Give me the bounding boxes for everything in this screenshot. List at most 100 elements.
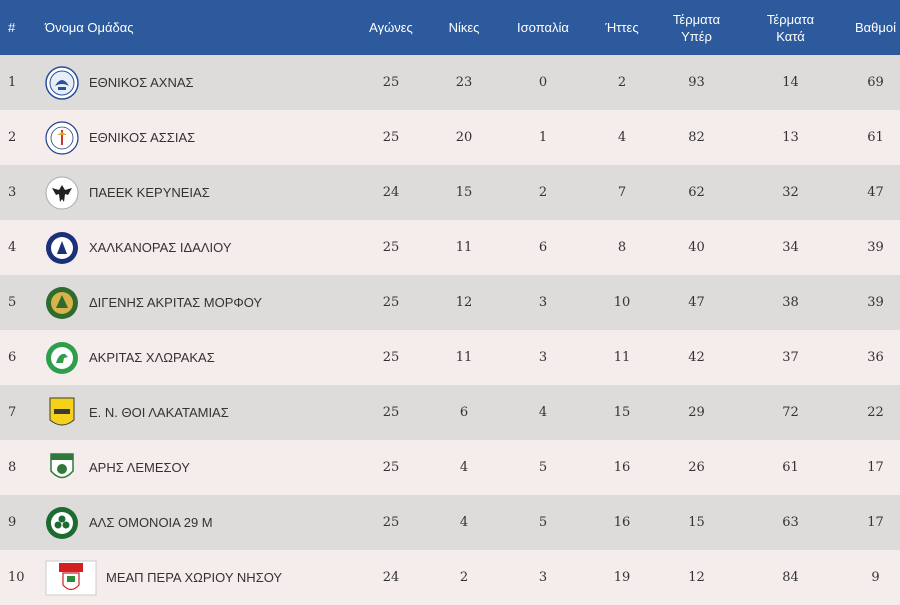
played-cell: 25 (382, 405, 400, 420)
goals-against-cell: 61 (782, 460, 799, 475)
header-goals-against-line2: Κατά (776, 28, 805, 44)
played-cell: 25 (382, 350, 400, 365)
table-row: 8 ΑΡΗΣ ΛΕΜΕΣΟΥ 25 4 5 16 26 61 17 (0, 440, 900, 495)
draws-cell: 0 (538, 75, 548, 90)
team-link[interactable]: ΠΑΕΕΚ ΚΕΡΥΝΕΙΑΣ (41, 165, 359, 220)
goals-for-cell: 93 (688, 75, 705, 90)
team-name: ΕΘΝΙΚΟΣ ΑΣΣΙΑΣ (89, 130, 196, 145)
header-losses[interactable]: Ήττες (605, 20, 639, 35)
omonia-29m-logo-icon (44, 505, 80, 541)
team-name: ΠΑΕΕΚ ΚΕΡΥΝΕΙΑΣ (89, 185, 210, 200)
team-link[interactable]: ΑΛΣ ΟΜΟΝΟΙΑ 29 Μ (41, 495, 359, 550)
losses-cell: 4 (617, 130, 627, 145)
wins-cell: 11 (455, 350, 473, 365)
losses-cell: 16 (613, 460, 631, 475)
meap-logo-icon (44, 560, 98, 596)
losses-cell: 11 (613, 350, 631, 365)
losses-cell: 10 (613, 295, 631, 310)
position-cell: 1 (8, 75, 17, 90)
ethnikos-achnas-logo-icon (44, 65, 80, 101)
wins-cell: 6 (459, 405, 469, 420)
header-wins[interactable]: Νίκες (448, 20, 480, 35)
points-cell: 39 (867, 240, 884, 255)
paeek-logo-icon (44, 175, 80, 211)
played-cell: 25 (382, 295, 400, 310)
played-cell: 25 (382, 130, 400, 145)
team-name: ΑΡΗΣ ΛΕΜΕΣΟΥ (89, 460, 190, 475)
draws-cell: 2 (538, 185, 548, 200)
header-played[interactable]: Αγώνες (369, 20, 413, 35)
points-cell: 17 (867, 460, 884, 475)
team-name: ΧΑΛΚΑΝΟΡΑΣ ΙΔΑΛΙΟΥ (89, 240, 232, 255)
goals-for-cell: 26 (688, 460, 705, 475)
team-link[interactable]: ΔΙΓΕΝΗΣ ΑΚΡΙΤΑΣ ΜΟΡΦΟΥ (41, 275, 359, 330)
draws-cell: 3 (538, 350, 548, 365)
goals-for-cell: 47 (688, 295, 705, 310)
header-draws[interactable]: Ισοπαλία (517, 20, 569, 35)
points-cell: 9 (871, 570, 880, 585)
table-row: 5 ΔΙΓΕΝΗΣ ΑΚΡΙΤΑΣ ΜΟΡΦΟΥ 25 12 3 10 47 3… (0, 275, 900, 330)
table-row: 9 ΑΛΣ ΟΜΟΝΟΙΑ 29 Μ 25 4 5 16 15 63 17 (0, 495, 900, 550)
table-row: 6 ΑΚΡΙΤΑΣ ΧΛΩΡΑΚΑΣ 25 11 3 11 42 37 36 (0, 330, 900, 385)
goals-against-cell: 14 (782, 75, 799, 90)
points-cell: 17 (867, 515, 884, 530)
position-cell: 6 (8, 350, 17, 365)
wins-cell: 11 (455, 240, 473, 255)
table-row: 2 ΕΘΝΙΚΟΣ ΑΣΣΙΑΣ 25 20 1 4 82 13 61 (0, 110, 900, 165)
header-position[interactable]: # (8, 20, 16, 35)
table-row: 7 Ε. Ν. ΘΟΙ ΛΑΚΑΤΑΜΙΑΣ 25 6 4 15 29 72 2… (0, 385, 900, 440)
losses-cell: 7 (617, 185, 627, 200)
points-cell: 39 (867, 295, 884, 310)
header-team-name[interactable]: Όνομα Ομάδας (45, 20, 134, 35)
goals-for-cell: 42 (688, 350, 705, 365)
wins-cell: 4 (459, 515, 469, 530)
points-cell: 22 (867, 405, 884, 420)
table-row: 10 ΜΕΑΠ ΠΕΡΑ ΧΩΡΙΟΥ ΝΗΣΟΥ 24 2 3 19 12 8… (0, 550, 900, 605)
wins-cell: 4 (459, 460, 469, 475)
team-name: ΑΚΡΙΤΑΣ ΧΛΩΡΑΚΑΣ (89, 350, 215, 365)
akritas-chlorakas-logo-icon (44, 340, 80, 376)
team-link[interactable]: ΑΚΡΙΤΑΣ ΧΛΩΡΑΚΑΣ (41, 330, 359, 385)
wins-cell: 23 (455, 75, 473, 90)
team-link[interactable]: ΕΘΝΙΚΟΣ ΑΧΝΑΣ (41, 55, 359, 110)
draws-cell: 6 (538, 240, 548, 255)
points-cell: 69 (867, 75, 884, 90)
team-link[interactable]: ΕΘΝΙΚΟΣ ΑΣΣΙΑΣ (41, 110, 359, 165)
team-name: ΕΘΝΙΚΟΣ ΑΧΝΑΣ (89, 75, 194, 90)
ethnikos-assias-logo-icon (44, 120, 80, 156)
header-goals-against[interactable]: Τέρματα Κατά (730, 0, 851, 55)
goals-against-cell: 37 (782, 350, 799, 365)
team-link[interactable]: ΧΑΛΚΑΝΟΡΑΣ ΙΔΑΛΙΟΥ (41, 220, 359, 275)
draws-cell: 5 (538, 460, 548, 475)
losses-cell: 15 (613, 405, 631, 420)
goals-against-cell: 32 (782, 185, 799, 200)
position-cell: 4 (8, 240, 17, 255)
played-cell: 24 (382, 185, 400, 200)
losses-cell: 19 (613, 570, 631, 585)
aris-limassol-logo-icon (44, 450, 80, 486)
header-points[interactable]: Βαθμοί (854, 20, 897, 35)
draws-cell: 3 (538, 570, 548, 585)
goals-against-cell: 34 (782, 240, 799, 255)
digenis-morfou-logo-icon (44, 285, 80, 321)
thoi-lakatamias-logo-icon (44, 395, 80, 431)
goals-for-cell: 15 (688, 515, 705, 530)
team-link[interactable]: Ε. Ν. ΘΟΙ ΛΑΚΑΤΑΜΙΑΣ (41, 385, 359, 440)
team-link[interactable]: ΑΡΗΣ ΛΕΜΕΣΟΥ (41, 440, 359, 495)
position-cell: 7 (8, 405, 17, 420)
position-cell: 8 (8, 460, 17, 475)
team-link[interactable]: ΜΕΑΠ ΠΕΡΑ ΧΩΡΙΟΥ ΝΗΣΟΥ (41, 550, 359, 605)
goals-for-cell: 40 (688, 240, 705, 255)
draws-cell: 3 (538, 295, 548, 310)
points-cell: 47 (867, 185, 884, 200)
played-cell: 24 (382, 570, 400, 585)
position-cell: 2 (8, 130, 17, 145)
header-goals-for[interactable]: Τέρματα Υπέρ (663, 0, 730, 55)
goals-against-cell: 38 (782, 295, 799, 310)
goals-against-cell: 84 (782, 570, 799, 585)
draws-cell: 5 (538, 515, 548, 530)
team-name: ΑΛΣ ΟΜΟΝΟΙΑ 29 Μ (89, 515, 213, 530)
position-cell: 5 (8, 295, 17, 310)
table-header-row: # Όνομα Ομάδας Αγώνες Νίκες Ισοπαλία Ήττ… (0, 0, 900, 55)
